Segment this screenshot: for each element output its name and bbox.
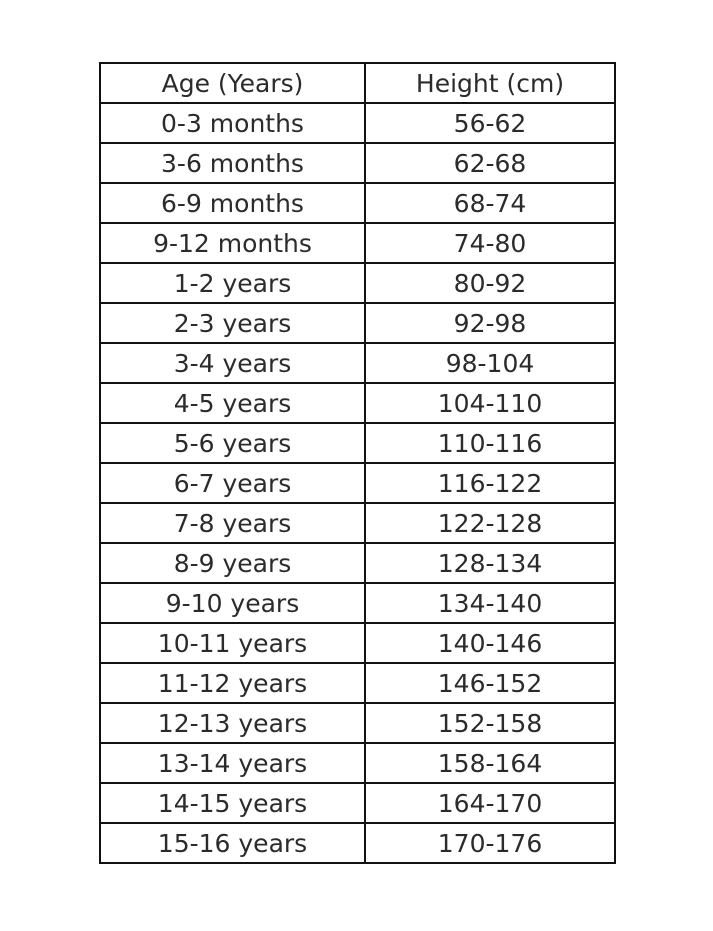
cell-age: 0-3 months — [99, 102, 366, 144]
cell-height: 98-104 — [364, 342, 616, 384]
cell-height: 92-98 — [364, 302, 616, 344]
table-row: 0-3 months 56-62 — [99, 102, 616, 144]
table-header: Age (Years) Height (cm) — [99, 62, 616, 104]
cell-height: 74-80 — [364, 222, 616, 264]
table-body: 0-3 months 56-62 3-6 months 62-68 6-9 months… — [99, 102, 616, 864]
cell-height: 122-128 — [364, 502, 616, 544]
cell-height: 104-110 — [364, 382, 616, 424]
table-row: 1-2 years 80-92 — [99, 262, 616, 304]
column-header-age: Age (Years) — [99, 62, 366, 104]
cell-age: 14-15 years — [99, 782, 366, 824]
table-row: 9-12 months 74-80 — [99, 222, 616, 264]
table-container: Age (Years) Height (cm) 0-3 months 56-62 3… — [99, 62, 616, 864]
cell-height: 146-152 — [364, 662, 616, 704]
cell-age: 4-5 years — [99, 382, 366, 424]
column-header-height: Height (cm) — [364, 62, 616, 104]
cell-age: 11-12 years — [99, 662, 366, 704]
table-row: 11-12 years 146-152 — [99, 662, 616, 704]
table-header-row: Age (Years) Height (cm) — [99, 62, 616, 104]
cell-age: 2-3 years — [99, 302, 366, 344]
table-row: 6-7 years 116-122 — [99, 462, 616, 504]
cell-age: 3-6 months — [99, 142, 366, 184]
table-row: 6-9 months 68-74 — [99, 182, 616, 224]
cell-height: 116-122 — [364, 462, 616, 504]
cell-age: 5-6 years — [99, 422, 366, 464]
cell-height: 56-62 — [364, 102, 616, 144]
cell-age: 9-10 years — [99, 582, 366, 624]
table-row: 14-15 years 164-170 — [99, 782, 616, 824]
cell-age: 8-9 years — [99, 542, 366, 584]
cell-age: 13-14 years — [99, 742, 366, 784]
table-row: 3-6 months 62-68 — [99, 142, 616, 184]
cell-height: 140-146 — [364, 622, 616, 664]
cell-age: 1-2 years — [99, 262, 366, 304]
cell-height: 164-170 — [364, 782, 616, 824]
cell-age: 7-8 years — [99, 502, 366, 544]
cell-age: 9-12 months — [99, 222, 366, 264]
age-height-table: Age (Years) Height (cm) 0-3 months 56-62 3… — [99, 62, 616, 864]
cell-height: 80-92 — [364, 262, 616, 304]
cell-height: 158-164 — [364, 742, 616, 784]
cell-height: 110-116 — [364, 422, 616, 464]
cell-age: 10-11 years — [99, 622, 366, 664]
cell-height: 68-74 — [364, 182, 616, 224]
table-row: 3-4 years 98-104 — [99, 342, 616, 384]
cell-age: 6-7 years — [99, 462, 366, 504]
table-row: 13-14 years 158-164 — [99, 742, 616, 784]
cell-age: 3-4 years — [99, 342, 366, 384]
cell-height: 128-134 — [364, 542, 616, 584]
cell-height: 152-158 — [364, 702, 616, 744]
cell-height: 134-140 — [364, 582, 616, 624]
cell-height: 62-68 — [364, 142, 616, 184]
table-row: 15-16 years 170-176 — [99, 822, 616, 864]
table-row: 2-3 years 92-98 — [99, 302, 616, 344]
table-row: 12-13 years 152-158 — [99, 702, 616, 744]
table-row: 5-6 years 110-116 — [99, 422, 616, 464]
table-row: 9-10 years 134-140 — [99, 582, 616, 624]
cell-age: 12-13 years — [99, 702, 366, 744]
cell-height: 170-176 — [364, 822, 616, 864]
table-row: 10-11 years 140-146 — [99, 622, 616, 664]
table-row: 8-9 years 128-134 — [99, 542, 616, 584]
table-row: 7-8 years 122-128 — [99, 502, 616, 544]
cell-age: 15-16 years — [99, 822, 366, 864]
cell-age: 6-9 months — [99, 182, 366, 224]
table-row: 4-5 years 104-110 — [99, 382, 616, 424]
